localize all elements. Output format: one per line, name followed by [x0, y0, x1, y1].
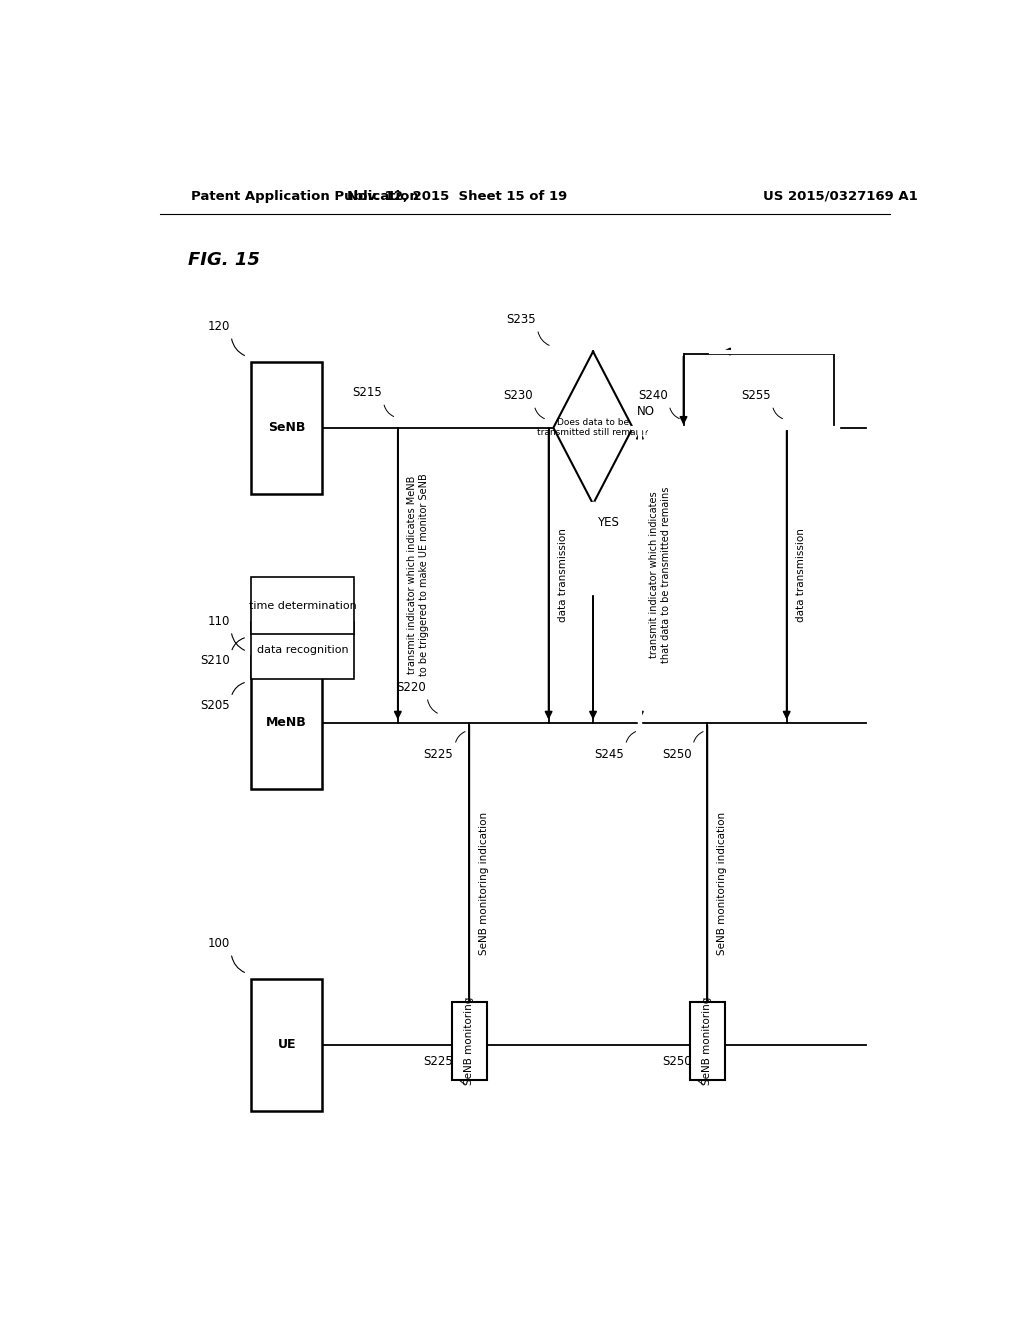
Text: S240: S240 [638, 389, 668, 403]
Text: SeNB monitoring: SeNB monitoring [464, 997, 474, 1085]
FancyBboxPatch shape [251, 362, 323, 494]
Text: 120: 120 [207, 321, 229, 333]
FancyBboxPatch shape [251, 978, 323, 1110]
FancyBboxPatch shape [452, 1002, 486, 1080]
Text: Nov. 12, 2015  Sheet 15 of 19: Nov. 12, 2015 Sheet 15 of 19 [347, 190, 567, 202]
Text: S210: S210 [200, 655, 229, 668]
Polygon shape [553, 351, 633, 504]
Text: YES: YES [597, 516, 618, 529]
Text: S215: S215 [352, 387, 382, 399]
Text: SeNB monitoring indication: SeNB monitoring indication [479, 812, 488, 956]
Text: S235: S235 [506, 313, 536, 326]
Text: S250: S250 [662, 1055, 691, 1068]
Text: S230: S230 [503, 389, 532, 403]
Text: data recognition: data recognition [257, 645, 348, 655]
Text: S225: S225 [424, 748, 454, 760]
Text: S250: S250 [662, 748, 691, 760]
Text: Does data to be
transmitted still remain?: Does data to be transmitted still remain… [538, 418, 649, 437]
Text: FIG. 15: FIG. 15 [187, 251, 259, 269]
FancyBboxPatch shape [251, 656, 323, 788]
Text: SeNB: SeNB [268, 421, 305, 434]
Text: data transmission: data transmission [797, 528, 806, 622]
FancyBboxPatch shape [251, 622, 354, 678]
FancyBboxPatch shape [690, 1002, 725, 1080]
Text: S225: S225 [424, 1055, 454, 1068]
Text: 100: 100 [207, 937, 229, 950]
Text: US 2015/0327169 A1: US 2015/0327169 A1 [763, 190, 918, 202]
Text: MeNB: MeNB [266, 715, 307, 729]
Text: transmit indicator which indicates
that data to be transmitted remains: transmit indicator which indicates that … [649, 487, 671, 664]
Text: NO: NO [637, 405, 654, 417]
FancyBboxPatch shape [251, 577, 354, 634]
Text: data transmission: data transmission [558, 528, 568, 622]
Text: SeNB monitoring indication: SeNB monitoring indication [717, 812, 727, 956]
Text: S245: S245 [594, 748, 624, 760]
Text: 110: 110 [207, 615, 229, 628]
Text: S255: S255 [741, 389, 771, 403]
Text: transmit indicator which indicates MeNB
to be triggered to make UE monitor SeNB: transmit indicator which indicates MeNB … [408, 474, 429, 676]
Text: Patent Application Publication: Patent Application Publication [191, 190, 419, 202]
Text: time determination: time determination [249, 601, 356, 611]
Text: S220: S220 [396, 681, 426, 694]
Text: UE: UE [278, 1039, 296, 1051]
Text: S205: S205 [200, 700, 229, 711]
Text: SeNB monitoring: SeNB monitoring [702, 997, 713, 1085]
